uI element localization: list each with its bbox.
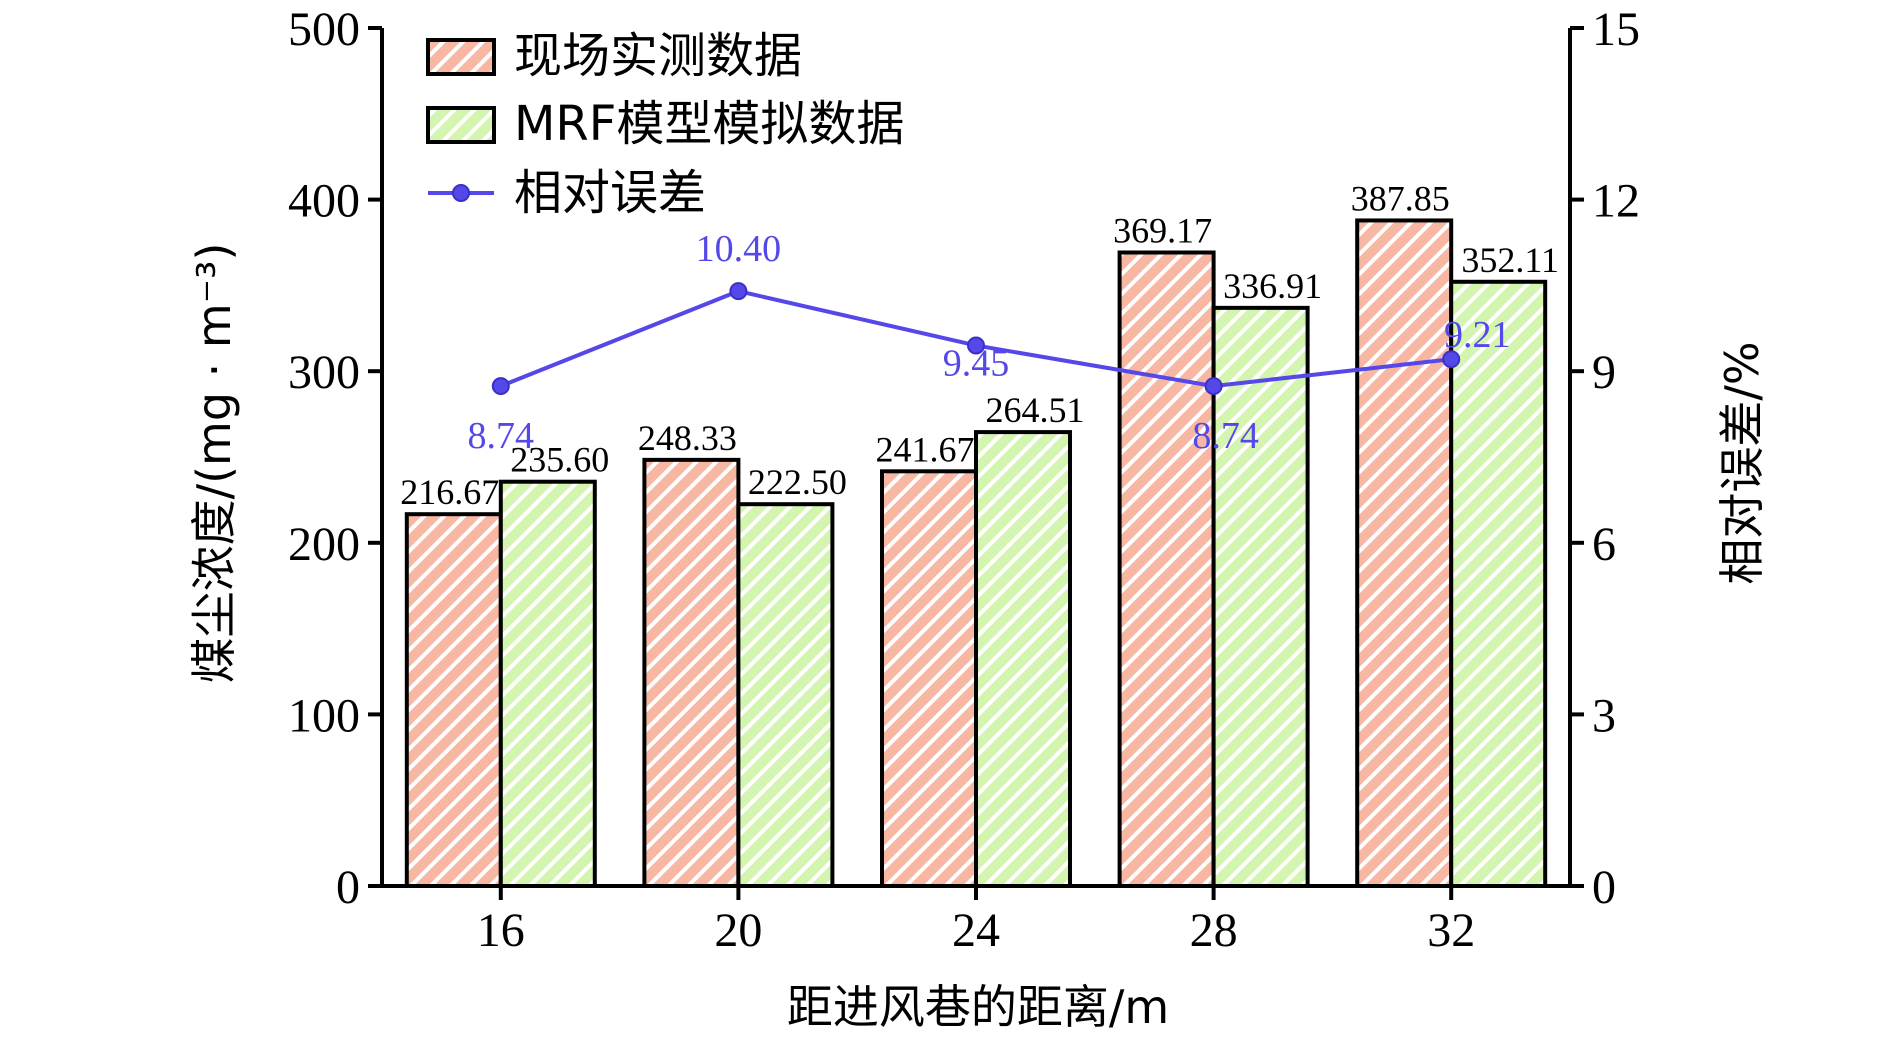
bar-value-label: 264.51 <box>986 390 1085 430</box>
legend-swatch-simulated <box>426 106 496 144</box>
bar-measured-16 <box>404 512 503 888</box>
error-point-20 <box>729 282 748 301</box>
y-tick-label: 200 <box>288 518 360 571</box>
y-tick-label: 500 <box>288 3 360 56</box>
legend-marker <box>452 184 470 202</box>
y2-tick-label: 3 <box>1592 689 1616 742</box>
y2-tick-label: 6 <box>1592 518 1616 571</box>
y2-axis-title: 相对误差/% <box>1715 341 1769 584</box>
x-tick-label: 28 <box>1190 904 1238 957</box>
bar-value-label: 369.17 <box>1113 211 1212 251</box>
y-tick-label: 300 <box>288 346 360 399</box>
bar-measured-28 <box>1117 250 1216 888</box>
error-value-label: 9.45 <box>943 342 1010 384</box>
y-tick-label: 100 <box>288 689 360 742</box>
y2-tick-label: 15 <box>1592 3 1640 56</box>
bar-simulated-32 <box>1449 279 1548 888</box>
x-axis-title: 距进风巷的距离/m <box>787 980 1169 1034</box>
x-tick-label: 20 <box>714 904 762 957</box>
error-line-layer <box>491 282 1461 396</box>
error-value-label: 8.74 <box>1192 415 1259 457</box>
error-point-16 <box>491 377 510 396</box>
legend-label: MRF模型模拟数据 <box>514 96 904 152</box>
bar-value-label: 336.91 <box>1223 266 1322 306</box>
bar-value-label: 216.67 <box>400 472 499 512</box>
error-point-32 <box>1442 350 1461 369</box>
error-point-28 <box>1204 377 1223 396</box>
bar-simulated-20 <box>736 502 835 888</box>
bar-value-label: 387.85 <box>1351 178 1450 218</box>
x-tick-label: 24 <box>952 904 1000 957</box>
legend-swatch-measured <box>426 38 496 76</box>
bar-value-label: 352.11 <box>1461 240 1559 280</box>
bar-value-label: 248.33 <box>638 418 737 458</box>
error-value-label: 8.74 <box>468 415 535 457</box>
bar-simulated-16 <box>498 479 597 888</box>
bar-value-label: 235.60 <box>510 440 609 480</box>
y2-tick-label: 9 <box>1592 346 1616 399</box>
error-value-label: 10.40 <box>696 228 782 270</box>
x-tick-label: 16 <box>477 904 525 957</box>
y-axis-title: 煤尘浓度/(mg · m⁻³) <box>187 243 241 684</box>
y2-tick-label: 12 <box>1592 175 1640 228</box>
y2-tick-label: 0 <box>1592 861 1616 914</box>
bars-layer <box>404 218 1548 888</box>
bar-measured-20 <box>642 457 741 888</box>
error-value-label: 9.21 <box>1444 314 1511 356</box>
bar-value-label: 222.50 <box>748 462 847 502</box>
bar-simulated-24 <box>974 430 1072 888</box>
legend-label: 相对误差 <box>514 165 706 221</box>
y-tick-label: 400 <box>288 175 360 228</box>
bar-measured-32 <box>1355 218 1454 888</box>
x-tick-label: 32 <box>1427 904 1475 957</box>
error-point-24 <box>967 336 985 355</box>
legend-label: 现场实测数据 <box>514 28 802 84</box>
data-labels-layer: 216.67 248.33 241.67 369.17 387.85 235.60 222.… <box>400 178 1559 512</box>
bar-measured-24 <box>880 469 978 888</box>
bar-simulated-28 <box>1211 305 1310 888</box>
y-tick-label: 0 <box>336 861 360 914</box>
axes-layer: 0 100 200 300 400 500 0 3 6 9 12 15 16 20 24 28 32 <box>288 3 1640 957</box>
bar-value-label: 241.67 <box>876 429 975 469</box>
